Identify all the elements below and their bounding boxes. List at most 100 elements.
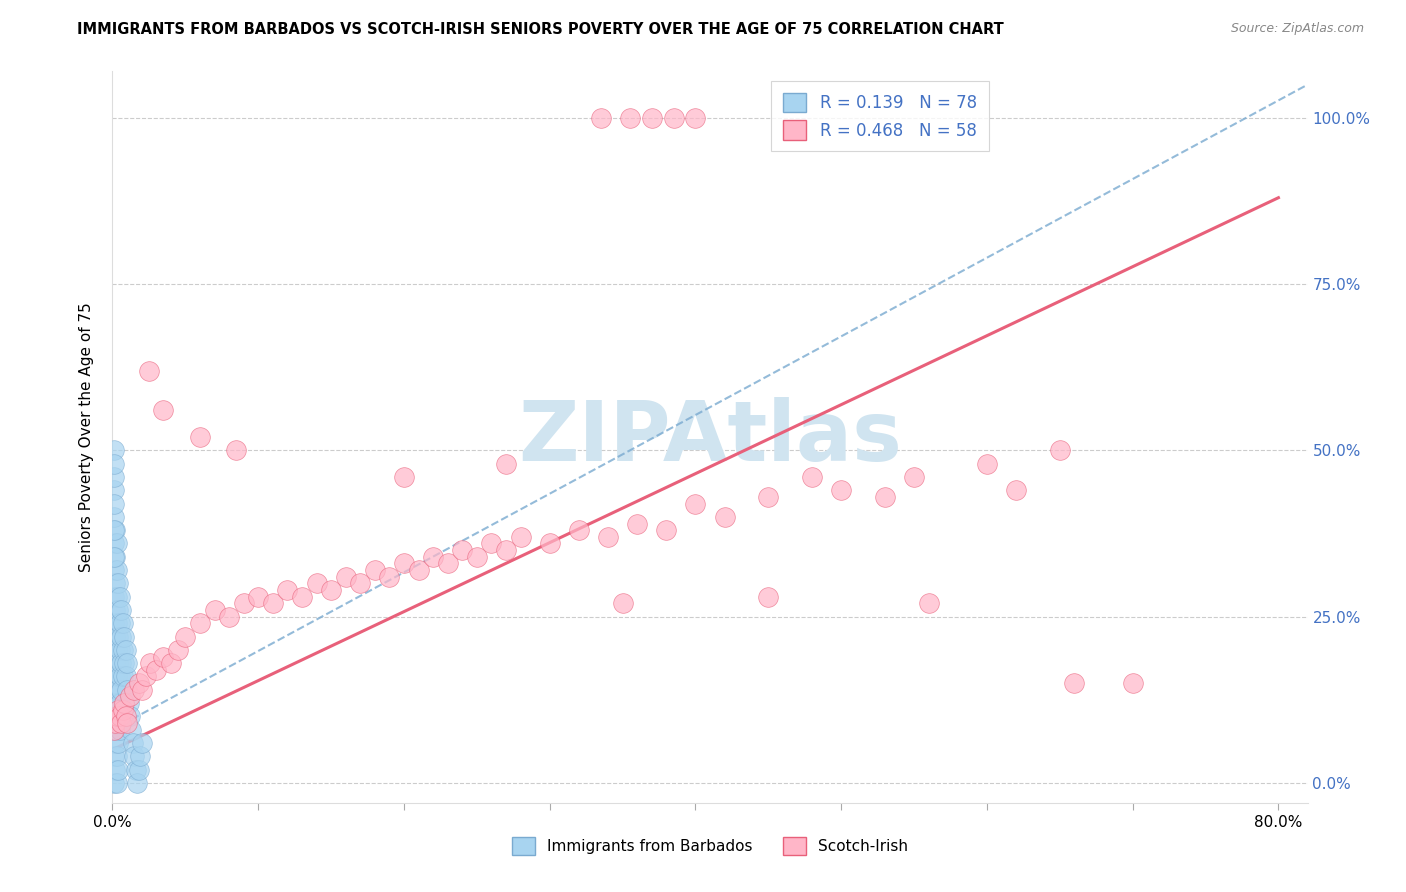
- Text: IMMIGRANTS FROM BARBADOS VS SCOTCH-IRISH SENIORS POVERTY OVER THE AGE OF 75 CORR: IMMIGRANTS FROM BARBADOS VS SCOTCH-IRISH…: [77, 22, 1004, 37]
- Point: [108, 696, 131, 710]
- Point: [105, 563, 128, 577]
- Point: [349, 576, 371, 591]
- Point: [756, 490, 779, 504]
- Point: [108, 643, 131, 657]
- Point: [589, 111, 612, 125]
- Point: [1122, 676, 1144, 690]
- Point: [110, 656, 132, 670]
- Point: [167, 643, 190, 657]
- Point: [139, 656, 162, 670]
- Point: [756, 590, 779, 604]
- Point: [319, 582, 342, 597]
- Point: [174, 630, 197, 644]
- Y-axis label: Seniors Poverty Over the Age of 75: Seniors Poverty Over the Age of 75: [79, 302, 94, 572]
- Point: [103, 523, 125, 537]
- Point: [110, 630, 132, 644]
- Point: [104, 736, 127, 750]
- Point: [104, 709, 127, 723]
- Point: [422, 549, 444, 564]
- Point: [107, 709, 129, 723]
- Point: [1049, 443, 1071, 458]
- Point: [108, 616, 131, 631]
- Point: [626, 516, 648, 531]
- Point: [103, 776, 125, 790]
- Point: [111, 703, 134, 717]
- Point: [291, 590, 314, 604]
- Point: [117, 696, 139, 710]
- Point: [108, 590, 131, 604]
- Point: [110, 716, 132, 731]
- Point: [105, 709, 128, 723]
- Point: [495, 543, 517, 558]
- Point: [145, 663, 167, 677]
- Point: [305, 576, 328, 591]
- Point: [138, 363, 160, 377]
- Point: [873, 490, 896, 504]
- Point: [125, 763, 148, 777]
- Point: [103, 549, 125, 564]
- Point: [110, 603, 132, 617]
- Point: [392, 557, 415, 571]
- Point: [481, 536, 503, 550]
- Point: [108, 669, 131, 683]
- Point: [188, 430, 211, 444]
- Point: [114, 643, 136, 657]
- Point: [107, 656, 129, 670]
- Point: [159, 656, 181, 670]
- Point: [392, 470, 415, 484]
- Point: [1005, 483, 1028, 498]
- Point: [103, 590, 125, 604]
- Point: [105, 590, 128, 604]
- Point: [135, 669, 157, 683]
- Point: [114, 709, 136, 723]
- Point: [104, 716, 127, 731]
- Point: [122, 736, 145, 750]
- Point: [104, 656, 127, 670]
- Point: [111, 643, 134, 657]
- Point: [110, 682, 132, 697]
- Point: [120, 723, 142, 737]
- Point: [436, 557, 458, 571]
- Point: [112, 656, 135, 670]
- Point: [225, 443, 247, 458]
- Point: [107, 682, 129, 697]
- Point: [127, 776, 149, 790]
- Point: [107, 703, 129, 717]
- Point: [107, 576, 129, 591]
- Point: [105, 723, 128, 737]
- Point: [596, 530, 619, 544]
- Point: [104, 630, 127, 644]
- Point: [917, 596, 939, 610]
- Point: [103, 669, 125, 683]
- Point: [104, 523, 127, 537]
- Point: [103, 536, 125, 550]
- Point: [830, 483, 852, 498]
- Point: [685, 497, 707, 511]
- Point: [108, 723, 131, 737]
- Point: [129, 749, 152, 764]
- Point: [276, 582, 298, 597]
- Point: [188, 616, 211, 631]
- Point: [131, 682, 153, 697]
- Point: [111, 616, 134, 631]
- Point: [112, 630, 135, 644]
- Point: [124, 749, 146, 764]
- Point: [108, 709, 131, 723]
- Point: [103, 643, 125, 657]
- Point: [103, 723, 125, 737]
- Point: [364, 563, 387, 577]
- Point: [111, 669, 134, 683]
- Point: [105, 643, 128, 657]
- Point: [495, 457, 517, 471]
- Point: [655, 523, 678, 537]
- Point: [105, 696, 128, 710]
- Point: [107, 630, 129, 644]
- Point: [103, 457, 125, 471]
- Point: [104, 763, 127, 777]
- Point: [903, 470, 925, 484]
- Point: [619, 111, 641, 125]
- Point: [378, 570, 401, 584]
- Point: [465, 549, 488, 564]
- Point: [801, 470, 824, 484]
- Point: [1063, 676, 1085, 690]
